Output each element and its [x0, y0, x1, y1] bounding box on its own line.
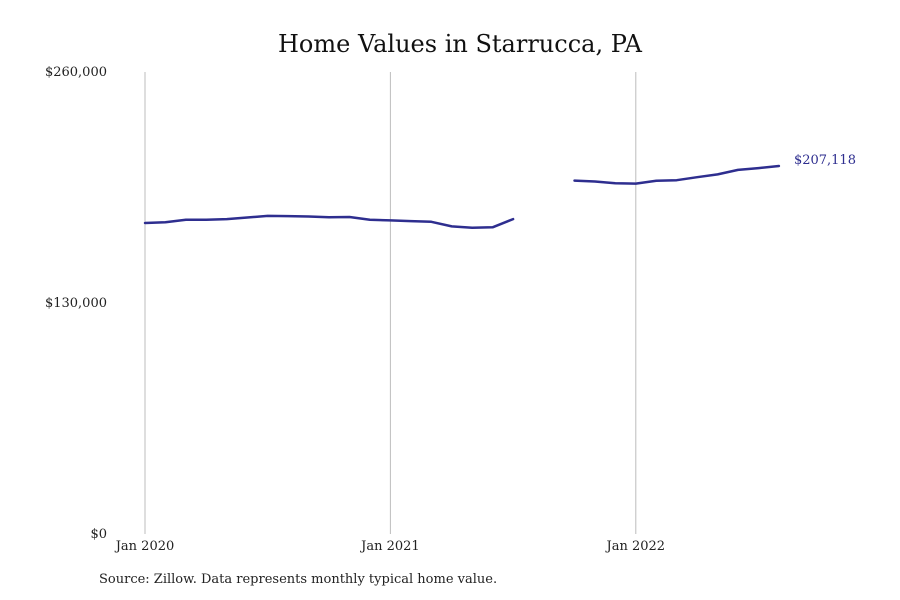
series-line-segment — [143, 214, 515, 230]
chart-title: Home Values in Starrucca, PA — [278, 30, 643, 58]
source-note: Source: Zillow. Data represents monthly … — [99, 572, 498, 587]
y-tick-label: $130,000 — [45, 296, 107, 311]
y-tick-label: $0 — [90, 527, 107, 542]
x-tick-label: Jan 2022 — [605, 539, 666, 554]
y-tick-label: $260,000 — [45, 65, 107, 80]
series-line-segment — [573, 164, 781, 185]
x-tick-label: Jan 2021 — [359, 539, 420, 554]
last-value-label: $207,118 — [794, 153, 856, 168]
grid-lines — [144, 72, 637, 534]
y-axis-ticks: $0 $130,000 $260,000 — [45, 65, 107, 542]
series-lines — [143, 164, 781, 230]
x-axis-ticks: Jan 2020 Jan 2021 Jan 2022 — [114, 539, 665, 554]
x-tick-label: Jan 2020 — [114, 539, 175, 554]
